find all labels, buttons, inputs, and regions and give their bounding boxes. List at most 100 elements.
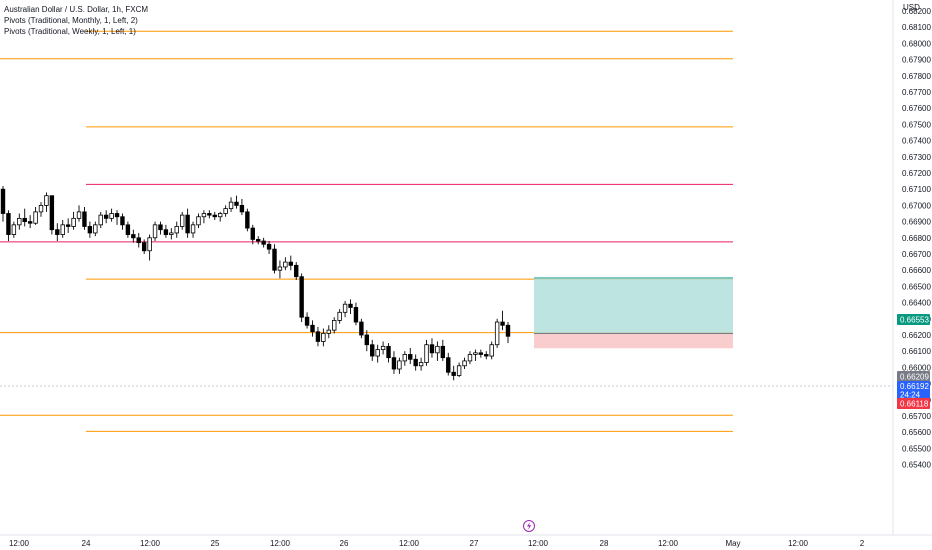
candle (408, 347, 413, 365)
price-axis-label: 0.67500 (902, 120, 931, 129)
candle (147, 234, 152, 261)
candle-body (98, 214, 103, 226)
candle (440, 339, 446, 361)
candle-body (60, 224, 65, 235)
price-axis-label: 0.66100 (902, 347, 931, 356)
lightning-icon[interactable] (523, 520, 535, 532)
candle (245, 208, 250, 232)
candle (304, 312, 310, 329)
candle-body (250, 227, 255, 240)
candle-body (109, 213, 114, 219)
candle (484, 351, 489, 360)
price-axis-label: 0.66500 (902, 282, 931, 291)
candle (429, 338, 435, 358)
candle-body (152, 224, 158, 239)
candle (364, 330, 370, 352)
long-position-tool[interactable] (534, 277, 733, 349)
candle (163, 224, 169, 238)
time-axis-label: 27 (470, 539, 479, 548)
candle (467, 351, 473, 365)
candle (22, 208, 27, 227)
candle-body (147, 237, 152, 252)
candle (87, 221, 93, 238)
candle (261, 237, 266, 248)
candle-body (288, 261, 293, 266)
candle-body (332, 320, 337, 331)
candle (65, 218, 71, 233)
price-axis-label: 0.66000 (902, 363, 931, 372)
candle-body (76, 211, 82, 219)
time-axis-label: 25 (211, 539, 220, 548)
profit-zone[interactable] (534, 277, 733, 334)
indicator-monthly-pivots[interactable]: Pivots (Traditional, Monthly, 1, Left, 2… (4, 16, 138, 25)
price-axis-label: 0.66400 (902, 299, 931, 308)
candle (272, 244, 277, 274)
candle-body (494, 321, 500, 346)
candle-body (277, 266, 283, 271)
candle-body (326, 329, 331, 334)
candle-body (33, 211, 38, 224)
candle (321, 328, 326, 347)
candle-body (27, 221, 33, 224)
time-axis-label: 12:00 (9, 539, 30, 548)
candle (294, 262, 299, 280)
candle (348, 299, 353, 314)
candle (169, 228, 174, 240)
candle (266, 241, 272, 254)
candle (152, 221, 158, 242)
candle-body (120, 216, 125, 226)
candle-body (310, 324, 315, 333)
price-axis-label: 0.65500 (902, 444, 931, 453)
candle-body (217, 213, 223, 218)
candle-body (65, 224, 71, 227)
candle-body (196, 216, 201, 226)
loss-zone[interactable] (534, 333, 733, 349)
price-axis-label: 0.67300 (902, 153, 931, 162)
target-price-text: 0.66553 (900, 316, 929, 325)
candle-body (467, 354, 473, 362)
candle (234, 195, 239, 209)
price-axis-label: 0.67600 (902, 104, 931, 113)
candle-body (44, 195, 49, 206)
candle (141, 239, 147, 254)
candle (6, 210, 11, 242)
candle (424, 339, 429, 366)
candle (55, 223, 60, 242)
time-axis[interactable] (0, 535, 932, 550)
candle (288, 255, 293, 271)
candle (82, 207, 87, 230)
candle-body (364, 334, 370, 346)
price-axis-label: 0.67800 (902, 72, 931, 81)
candle-body (500, 321, 505, 326)
candle (456, 362, 462, 378)
candle (402, 351, 408, 366)
candle-body (266, 243, 272, 250)
candle (337, 309, 342, 324)
candle-body (22, 217, 27, 223)
candle-body (163, 229, 169, 235)
price-axis-label: 0.67200 (902, 169, 931, 178)
price-axis[interactable] (893, 0, 932, 535)
candle (179, 211, 185, 230)
symbol-title[interactable]: Australian Dollar / U.S. Dollar, 1h, FXC… (4, 5, 149, 14)
price-axis-label: 0.66800 (902, 234, 931, 243)
candle (217, 211, 223, 222)
candle-body (359, 321, 364, 336)
candle-body (478, 352, 484, 355)
indicator-weekly-pivots[interactable]: Pivots (Traditional, Weekly, 1, Left, 1) (4, 27, 136, 36)
candle (375, 344, 380, 363)
candle (435, 341, 440, 361)
time-axis-label: 12:00 (788, 539, 809, 548)
candle (397, 357, 402, 374)
candle (256, 236, 261, 245)
price-axis-label: 0.67900 (902, 56, 931, 65)
candle (299, 273, 304, 323)
candle (391, 351, 397, 374)
candle-body (489, 344, 494, 357)
time-axis-label: 12:00 (140, 539, 161, 548)
candle (223, 205, 228, 217)
candle-body (391, 357, 397, 370)
candle (33, 207, 38, 225)
